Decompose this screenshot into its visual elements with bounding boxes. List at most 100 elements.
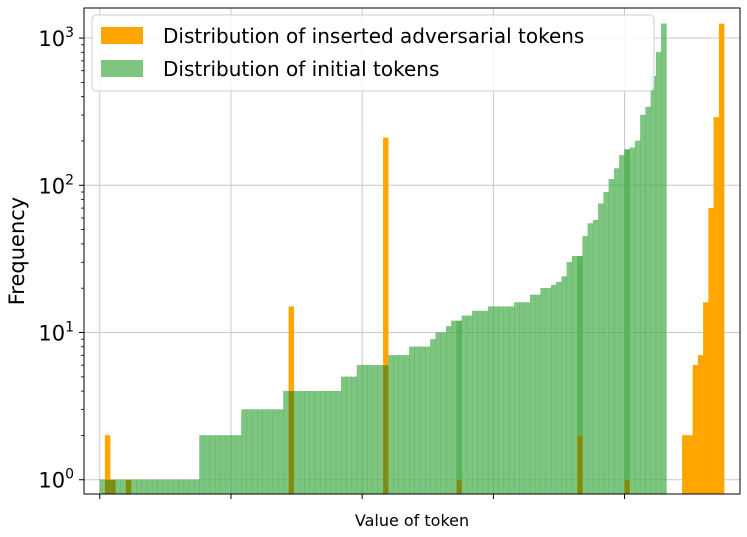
initial-tokens-bar [152,479,158,495]
initial-tokens-bar [146,479,153,495]
initial-tokens-bar [514,302,520,495]
initial-tokens-bar [613,168,620,495]
initial-tokens-bar [529,294,536,495]
initial-tokens-bar [414,346,421,495]
initial-tokens-bar [482,310,489,495]
initial-tokens-bar [236,435,242,495]
initial-tokens-bar [477,310,483,495]
initial-tokens-bar [267,409,274,495]
initial-tokens-bar [120,479,127,495]
initial-tokens-bar [403,355,410,495]
initial-tokens-bar [257,409,263,495]
initial-tokens-bar [640,114,646,495]
initial-tokens-bar [540,288,546,495]
adversarial-tokens-bar [697,355,704,495]
initial-tokens-bar [99,479,106,495]
initial-tokens-bar [377,365,384,495]
initial-tokens-bar [293,390,300,495]
overlap-bar [288,391,294,494]
initial-tokens-bar [199,435,205,495]
initial-tokens-bar [571,256,578,495]
adversarial-tokens-bar [708,207,714,495]
initial-tokens-bar [603,191,609,495]
overlap-bar [110,479,116,494]
y-tick-label: 100 [38,467,74,493]
adversarial-tokens-bar [703,302,709,495]
initial-tokens-bar [545,288,552,495]
adversarial-tokens-bar [682,435,688,495]
initial-tokens-bar [535,294,541,495]
initial-tokens-bar [220,435,226,495]
initial-tokens-bar [550,284,557,495]
initial-tokens-bar [367,365,373,495]
initial-tokens-bar [445,326,452,495]
initial-tokens-bar [330,390,337,495]
initial-tokens-bar [162,479,169,495]
initial-tokens-bar [183,479,190,495]
plot-frame [83,7,741,495]
initial-tokens-bar [451,320,457,495]
initial-tokens-bar [361,365,368,495]
initial-tokens-bar [246,409,253,495]
initial-tokens-bar [582,236,588,495]
adversarial-tokens-bars [104,23,725,495]
initial-tokens-bar [624,149,630,480]
initial-tokens-bar [419,346,426,495]
initial-tokens-bar [556,281,562,495]
initial-tokens-bar [456,320,462,480]
adversarial-tokens-bar [713,117,720,495]
initial-tokens-bar [335,390,342,495]
legend-swatch-adversarial [101,27,143,44]
initial-tokens-bar [577,256,583,436]
overlap-bar [383,365,389,494]
y-axis-label: Frequency [5,197,29,306]
adversarial-tokens-bar [687,435,693,495]
overlap-bar [104,479,111,494]
initial-tokens-bar [519,302,525,495]
initial-tokens-bar [655,52,662,495]
initial-tokens-bar [325,390,331,495]
initial-tokens-bar [440,332,447,495]
initial-tokens-bar [283,390,289,495]
initial-tokens-bar [314,390,321,495]
initial-tokens-bar [272,409,279,495]
initial-tokens-bar [466,315,473,495]
initial-tokens-bar [115,479,121,495]
initial-tokens-bar [131,479,137,495]
initial-tokens-bar [341,376,347,495]
initial-tokens-bar [503,306,510,495]
legend-swatch-initial [101,60,143,77]
initial-tokens-bar [592,219,599,495]
initial-tokens-bar [661,23,667,495]
initial-tokens-bar [524,302,531,495]
initial-tokens-bar [650,76,657,495]
legend: Distribution of inserted adversarial tok… [91,14,655,92]
axis-ticks: 100 101 102 103 [38,25,626,499]
initial-tokens-bar [188,479,195,495]
initial-tokens-bar [356,365,363,495]
initial-tokens-bar [461,315,468,495]
overlap-bar [456,479,462,494]
adversarial-tokens-bar [718,23,725,495]
initial-tokens-bar [634,140,641,495]
initial-tokens-bar [320,390,326,495]
initial-tokens-bar [209,435,216,495]
initial-tokens-bar [299,390,305,495]
initial-tokens-bar [409,346,415,495]
overlap-bar [125,479,132,494]
initial-tokens-bar [388,355,394,495]
initial-tokens-bar [204,435,211,495]
adversarial-tokens-bar [692,365,699,495]
initial-tokens-bar [629,147,636,495]
x-axis-label: Value of token [355,511,469,530]
initial-tokens-bar [278,409,284,495]
initial-tokens-bar [167,479,174,495]
initial-tokens-bar [372,365,379,495]
initial-tokens-bar [645,106,651,495]
initial-tokens-bar [566,262,573,495]
initial-tokens-bar [424,346,431,495]
initial-tokens-bar [619,155,625,495]
y-tick-label: 101 [38,320,74,346]
initial-tokens-bar [136,479,142,495]
initial-tokens-bar [346,376,352,495]
